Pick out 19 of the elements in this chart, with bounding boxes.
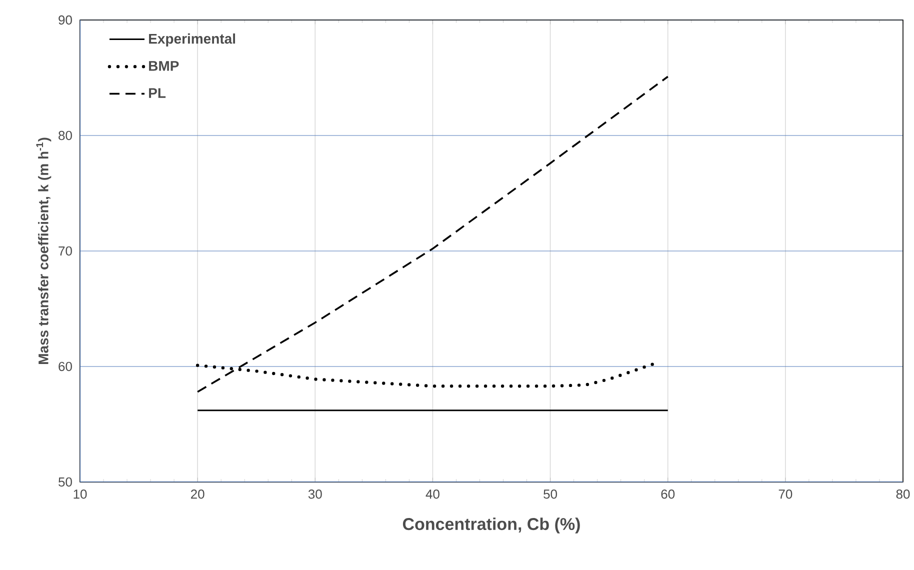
line-series (196, 76, 669, 393)
legend-label: PL (149, 88, 166, 98)
x-tick-label: 80 (896, 490, 910, 499)
y-tick-label: 90 (58, 15, 72, 25)
x-tick-label: 50 (544, 490, 558, 499)
x-axis-title: Concentration, Cb (%) (402, 518, 580, 534)
x-tick-label: 30 (308, 490, 322, 499)
x-tick-label: 40 (426, 490, 440, 499)
y-tick-label: 80 (58, 130, 72, 140)
y-tick-label: 70 (58, 246, 72, 256)
legend-label: Experimental (149, 33, 236, 46)
y-tick-label: 50 (58, 477, 72, 487)
x-tick-label: 10 (74, 490, 87, 499)
y-axis-title: Mass transfer coefficient, k (m h$^{-1}$) (36, 138, 52, 364)
x-tick-label: 60 (661, 490, 675, 499)
y-tick-label: 60 (58, 362, 72, 372)
x-tick-label: 20 (191, 490, 204, 499)
x-tick-label: 70 (778, 490, 792, 499)
legend-label: BMP (149, 61, 179, 71)
